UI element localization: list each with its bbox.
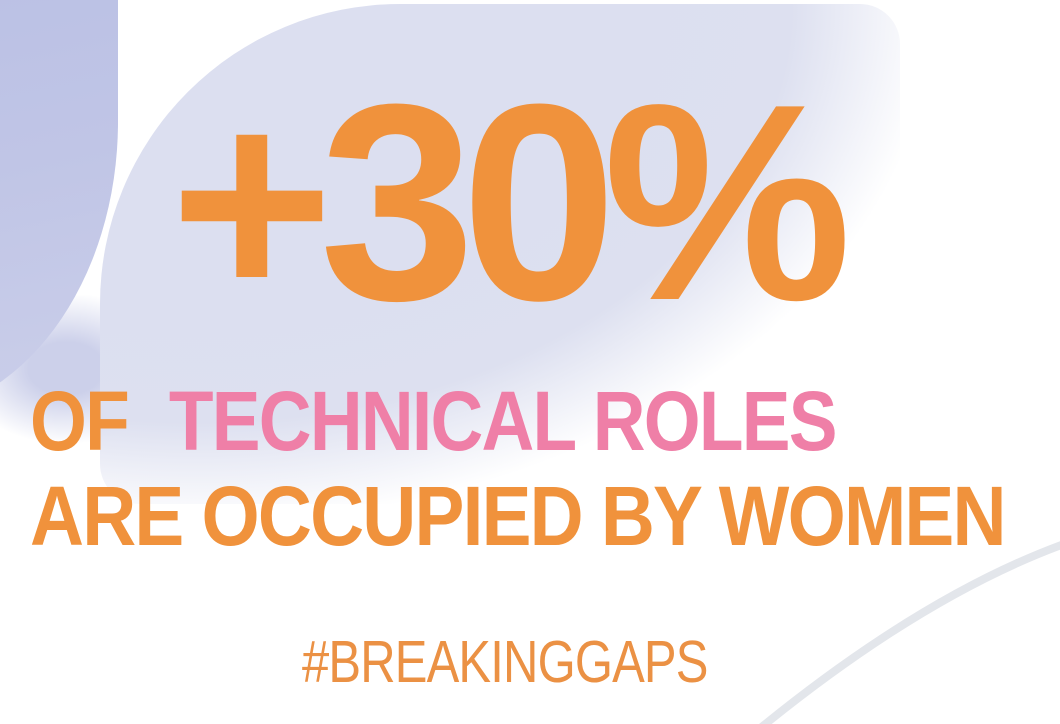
- hashtag: #BREAKINGGAPS: [302, 629, 708, 695]
- lavender-panel: [100, 4, 900, 504]
- description-prefix: OF: [30, 374, 130, 468]
- stat-description-line2: ARE OCCUPIED BY WOMEN: [30, 469, 1007, 563]
- stat-value: +30%: [170, 47, 852, 359]
- stat-description-line1: OF TECHNICAL ROLES: [30, 379, 837, 463]
- curve-line: [759, 541, 1060, 724]
- technical-roles-highlight: TECHNICAL ROLES: [168, 374, 838, 468]
